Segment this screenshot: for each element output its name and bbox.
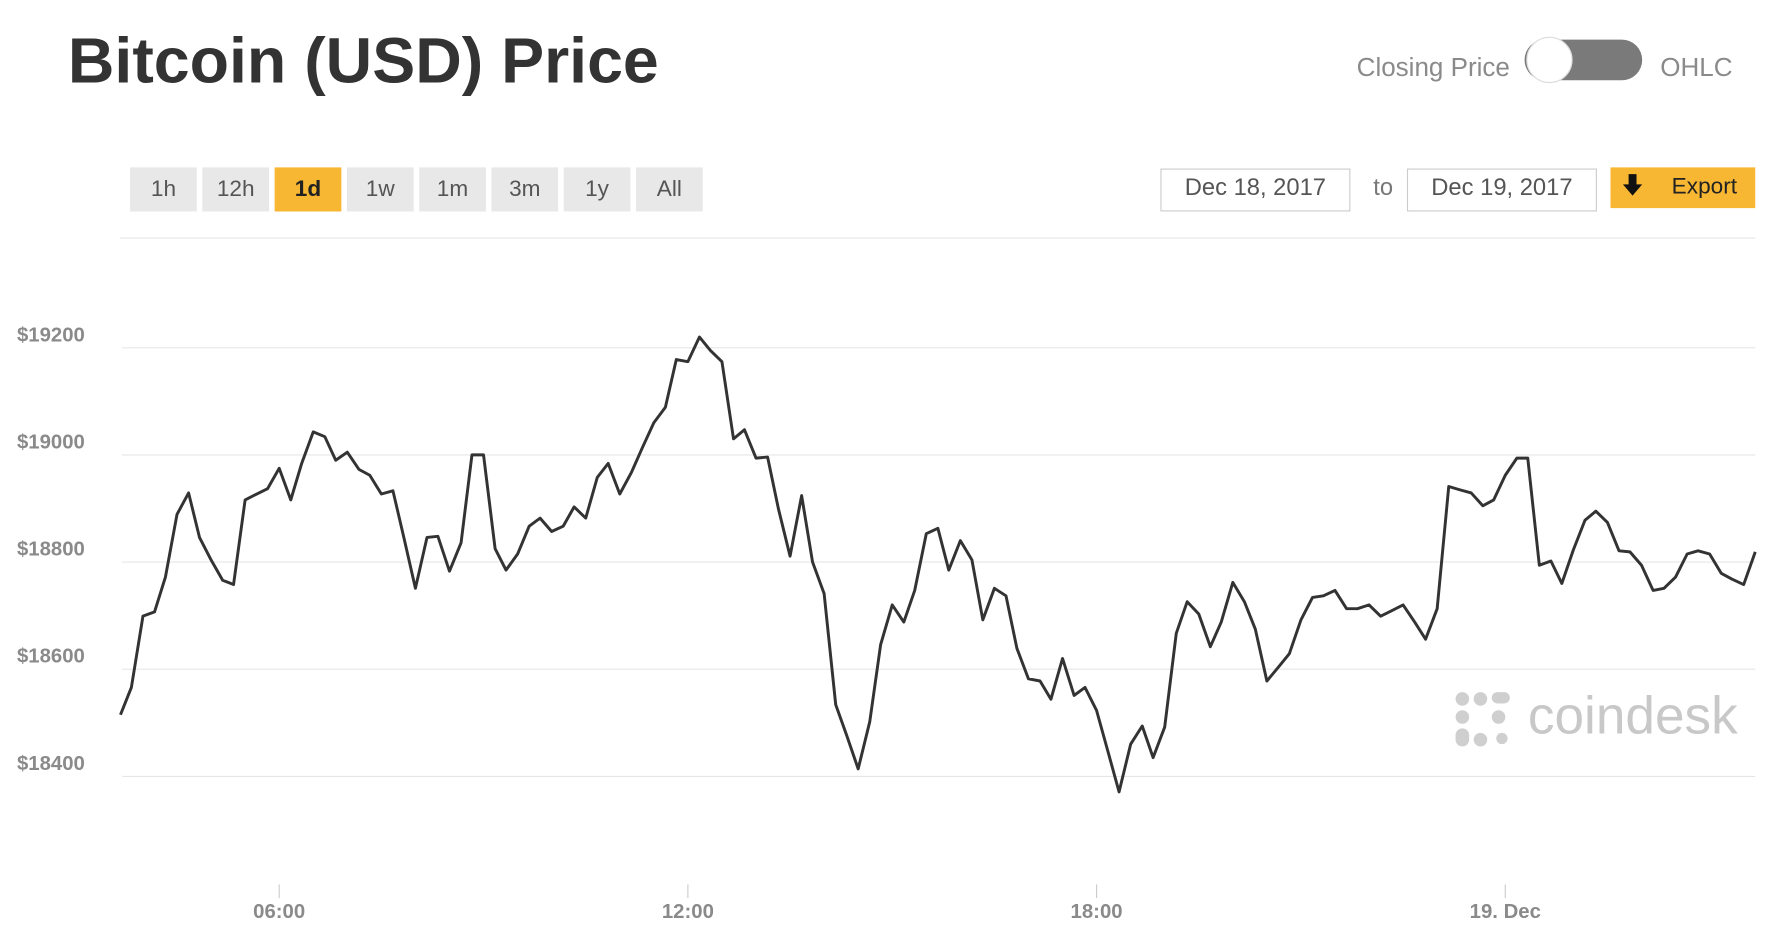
date-text: Dec 19, 2017	[1431, 174, 1572, 201]
date-box	[1160, 168, 1351, 212]
range-button[interactable]: 1m	[419, 167, 486, 212]
range-button[interactable]: 1d	[274, 167, 342, 212]
toggle-label: Closing Price	[1357, 52, 1510, 82]
date-box	[1406, 168, 1597, 212]
y-tick-label: $18400	[17, 753, 85, 775]
x-tick-label: 19. Dec	[1470, 901, 1541, 923]
range-button[interactable]: All	[635, 167, 703, 212]
toggle-switch[interactable]	[1524, 36, 1643, 84]
y-tick-label: $19000	[17, 431, 85, 453]
range-button[interactable]: 1h	[130, 167, 197, 212]
range-button-bg	[346, 167, 414, 212]
x-tick-label: 06:00	[253, 901, 305, 923]
range-button-label: 12h	[217, 176, 255, 201]
range-button-bg	[635, 167, 703, 212]
y-tick-label: $19200	[17, 324, 85, 346]
range-button-label: 1d	[295, 176, 321, 201]
range-button-bg	[274, 167, 342, 212]
range-button-label: All	[657, 176, 682, 201]
range-button-bg	[419, 167, 486, 212]
range-button-bg	[563, 167, 631, 212]
x-tick-label: 12:00	[662, 901, 714, 923]
watermark-text: coindesk	[1528, 686, 1738, 745]
watermark-icon	[1491, 710, 1506, 724]
export-icon	[1622, 174, 1643, 196]
range-button-label: 1m	[437, 176, 468, 201]
export-label: Export	[1672, 174, 1738, 199]
watermark-icon	[1473, 692, 1488, 706]
date-to[interactable]: Dec 19, 2017	[1406, 168, 1597, 212]
watermark-icon	[1455, 728, 1470, 747]
range-button-bg	[491, 167, 559, 212]
date-from[interactable]: Dec 18, 2017	[1160, 168, 1351, 212]
date-separator: to	[1373, 174, 1393, 201]
range-button[interactable]: 1w	[346, 167, 414, 212]
watermark-icon	[1473, 732, 1488, 747]
watermark-icon	[1491, 692, 1510, 704]
y-tick-label: $18800	[17, 539, 85, 561]
watermark-icon	[1455, 710, 1470, 724]
watermark-icon	[1455, 692, 1470, 706]
range-button-bg	[202, 167, 270, 212]
y-tick-label: $18600	[17, 646, 85, 668]
export-button[interactable]: Export	[1610, 167, 1756, 209]
toggle-label: OHLC	[1660, 52, 1732, 82]
range-button-label: 1h	[151, 176, 176, 201]
price-line	[119, 335, 1757, 794]
range-button-label: 1y	[585, 176, 610, 201]
range-button-bg	[130, 167, 197, 212]
date-text: Dec 18, 2017	[1185, 174, 1326, 201]
range-button[interactable]: 1y	[563, 167, 631, 212]
x-tick-label: 18:00	[1071, 901, 1123, 923]
range-button[interactable]: 3m	[491, 167, 559, 212]
toggle-knob	[1526, 36, 1573, 84]
watermark-icon	[1496, 732, 1508, 745]
range-button[interactable]: 12h	[202, 167, 270, 212]
page-title: Bitcoin (USD) Price	[68, 25, 659, 97]
range-button-label: 3m	[509, 176, 540, 201]
range-button-label: 1w	[366, 176, 396, 201]
watermark: coindesk	[1455, 686, 1738, 747]
